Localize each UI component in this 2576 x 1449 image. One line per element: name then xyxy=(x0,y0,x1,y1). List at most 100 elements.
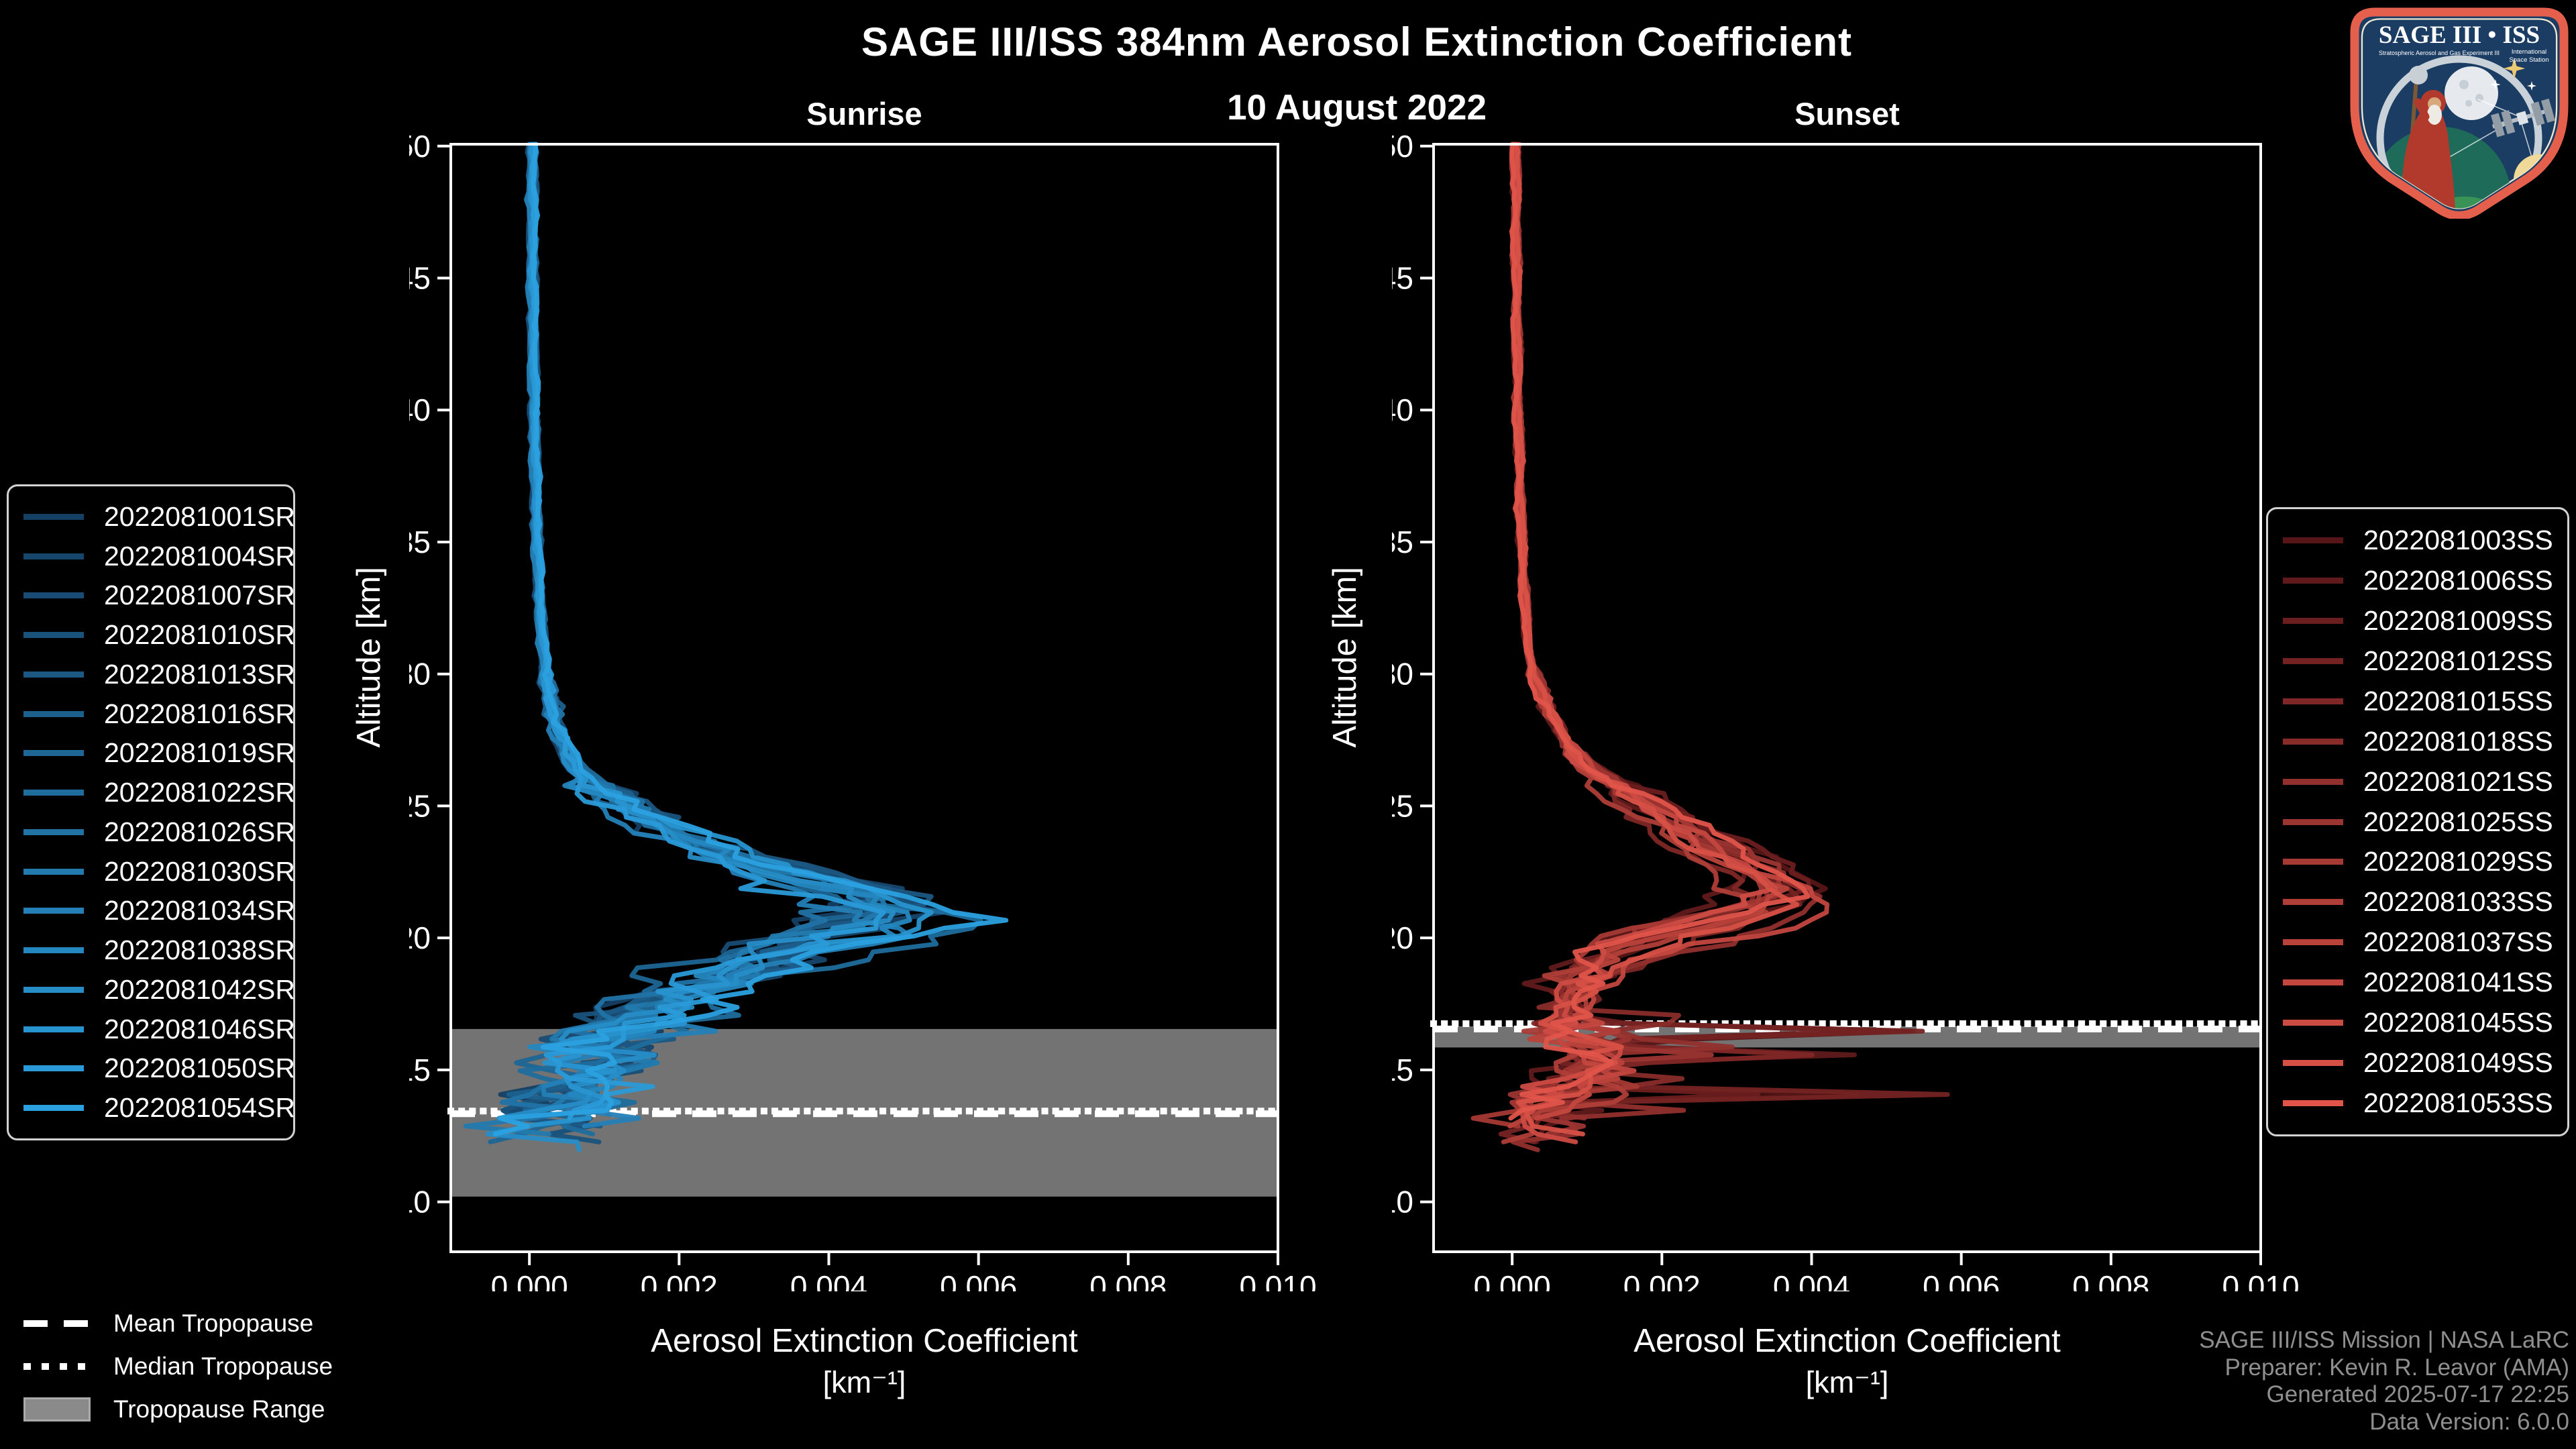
y-tick-label: 15 xyxy=(409,1053,431,1087)
legend-label: 2022081016SR xyxy=(104,698,295,729)
legend-line-swatch xyxy=(23,1026,84,1032)
sunrise-legend: 2022081001SR 2022081004SR 2022081007SR 2022… xyxy=(7,484,295,1140)
legend-item: 2022081045SS xyxy=(2268,1007,2567,1038)
x-tick-label: 0.002 xyxy=(1623,1269,1701,1291)
legend-line-swatch xyxy=(2283,818,2343,825)
attribution-block: SAGE III/ISS Mission | NASA LaRC Prepare… xyxy=(2199,1327,2569,1436)
legend-item: 2022081003SS xyxy=(2268,525,2567,556)
profile-line-2022081053SS xyxy=(1508,142,1811,1121)
sunrise-plot: 0.000 0.002 0.004 0.006 0.008 0.010 10 15 20 25 30… xyxy=(409,131,1317,1291)
legend-line-swatch xyxy=(2283,778,2343,785)
sunset-x-axis-label: Aerosol Extinction Coefficient [km⁻¹] xyxy=(1434,1320,2261,1403)
legend-item: 2022081037SS xyxy=(2268,926,2567,958)
x-axis-label-units: [km⁻¹] xyxy=(1805,1365,1889,1399)
legend-label: 2022081015SS xyxy=(2363,685,2553,716)
moon-crater xyxy=(2475,94,2483,102)
x-tick-label: 0.006 xyxy=(940,1269,1017,1291)
logo-title: SAGE III • ISS xyxy=(2379,21,2540,49)
legend-line-swatch xyxy=(23,828,84,835)
x-tick-label: 0.004 xyxy=(790,1269,867,1291)
legend-line-swatch xyxy=(23,908,84,914)
legend-label: 2022081034SR xyxy=(104,895,295,926)
mean-tropopause-label: Mean Tropopause xyxy=(113,1309,314,1337)
legend-line-swatch xyxy=(23,1065,84,1072)
legend-line-swatch xyxy=(23,632,84,638)
legend-item: 2022081007SR xyxy=(9,580,295,611)
legend-label: 2022081049SS xyxy=(2363,1047,2553,1079)
sunset-panel-title: Sunset xyxy=(1794,96,1900,131)
legend-line-swatch xyxy=(2283,617,2343,624)
sage-iii-iss-logo: BALL • NASA TAS-I • ESA SAGE III • ISS S… xyxy=(2350,7,2569,219)
legend-label: 2022081009SS xyxy=(2363,604,2553,636)
legend-item: 2022081030SR xyxy=(9,856,295,888)
logo-star-white xyxy=(2490,79,2501,90)
sunset-plot: 0.000 0.002 0.004 0.006 0.008 0.010 10 15 20 25 30… xyxy=(1392,131,2300,1291)
y-tick-label: 20 xyxy=(1392,920,1413,955)
y-tick-label: 40 xyxy=(409,392,431,427)
median-tropopause-legend-item: Median Tropopause xyxy=(23,1352,333,1381)
y-tick-label: 45 xyxy=(1392,260,1413,295)
legend-label: 2022081029SS xyxy=(2363,846,2553,877)
legend-label: 2022081003SS xyxy=(2363,524,2553,555)
dashed-line-swatch xyxy=(23,1320,91,1327)
legend-item: 2022081050SR xyxy=(9,1053,295,1084)
legend-label: 2022081046SR xyxy=(104,1013,295,1044)
legend-line-swatch xyxy=(2283,1020,2343,1026)
legend-label: 2022081025SS xyxy=(2363,806,2553,837)
date-subtitle: 10 August 2022 xyxy=(1227,88,1487,127)
legend-item: 2022081022SR xyxy=(9,777,295,808)
sunset-legend: 2022081003SS 2022081006SS 2022081009SS 2022… xyxy=(2266,507,2569,1136)
y-tick-label: 50 xyxy=(1392,131,1413,164)
tropopause-range-legend-item: Tropopause Range xyxy=(23,1395,333,1424)
legend-item: 2022081034SR xyxy=(9,895,295,926)
median-tropopause-label: Median Tropopause xyxy=(113,1352,333,1380)
moon-crater xyxy=(2465,100,2472,107)
logo-subtitle3: Space Station xyxy=(2509,56,2548,64)
y-tick-label: 30 xyxy=(409,657,431,692)
x-tick-label: 0.008 xyxy=(1089,1269,1167,1291)
legend-label: 2022081054SR xyxy=(104,1092,295,1123)
legend-item: 2022081010SR xyxy=(9,619,295,651)
legend-item: 2022081053SS xyxy=(2268,1087,2567,1119)
legend-label: 2022081010SR xyxy=(104,619,295,650)
y-tick-label: 50 xyxy=(409,131,431,164)
legend-label: 2022081041SS xyxy=(2363,967,2553,998)
logo-iss xyxy=(2491,98,2555,138)
profile-line-2022081007SR xyxy=(508,142,892,1113)
logo-star-white xyxy=(2527,81,2536,91)
legend-item: 2022081025SS xyxy=(2268,806,2567,838)
x-tick-label: 0.006 xyxy=(1923,1269,2000,1291)
plot-border xyxy=(449,143,1279,1253)
profile-line-2022081033SS xyxy=(1501,142,1769,1144)
tropopause-range-label: Tropopause Range xyxy=(113,1395,325,1423)
legend-line-swatch xyxy=(23,750,84,757)
legend-line-swatch xyxy=(2283,698,2343,704)
legend-item: 2022081042SR xyxy=(9,974,295,1006)
sunset-y-axis-label: Altitude [km] xyxy=(1327,567,1363,748)
legend-item: 2022081006SS xyxy=(2268,565,2567,596)
profile-line-2022081025SS xyxy=(1507,142,1782,1136)
y-tick-label: 40 xyxy=(1392,392,1413,427)
legend-item: 2022081018SS xyxy=(2268,726,2567,757)
sunrise-panel-title: Sunrise xyxy=(806,96,922,131)
legend-item: 2022081019SR xyxy=(9,737,295,769)
attribution-version: Data Version: 6.0.0 xyxy=(2369,1408,2569,1435)
legend-item: 2022081015SS xyxy=(2268,686,2567,717)
sunrise-x-axis-label: Aerosol Extinction Coefficient [km⁻¹] xyxy=(451,1320,1278,1403)
legend-item: 2022081001SR xyxy=(9,501,295,533)
legend-item: 2022081049SS xyxy=(2268,1047,2567,1079)
legend-label: 2022081038SR xyxy=(104,934,295,965)
y-tick-label: 25 xyxy=(1392,788,1413,823)
legend-label: 2022081050SR xyxy=(104,1053,295,1084)
legend-label: 2022081022SR xyxy=(104,777,295,808)
x-tick-label: 0.000 xyxy=(1474,1269,1551,1291)
y-tick-label: 35 xyxy=(1392,525,1413,559)
legend-label: 2022081045SS xyxy=(2363,1007,2553,1038)
legend-line-swatch xyxy=(23,553,84,559)
legend-line-swatch xyxy=(23,710,84,717)
x-tick-label: 0.004 xyxy=(1773,1269,1850,1291)
x-axis-label-units: [km⁻¹] xyxy=(822,1365,906,1399)
legend-item: 2022081016SR xyxy=(9,698,295,730)
legend-item: 2022081029SS xyxy=(2268,846,2567,877)
